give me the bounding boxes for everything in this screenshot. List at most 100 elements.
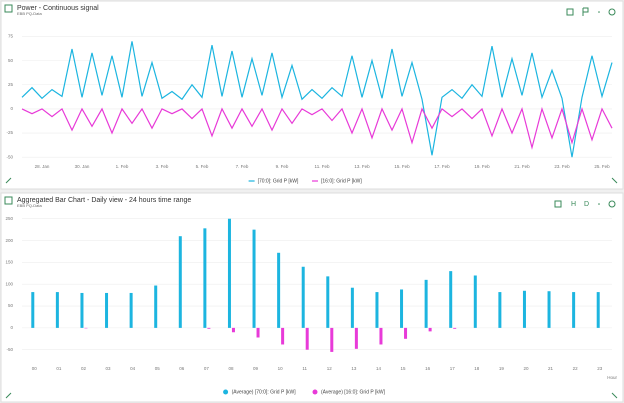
x-tick-label: 11: [302, 366, 307, 371]
x-tick-label: 19: [499, 366, 505, 371]
bar: [354, 327, 358, 349]
bar: [301, 266, 305, 328]
y-tick-label: -25: [6, 130, 13, 135]
bar: [305, 327, 309, 350]
bar: [400, 289, 404, 328]
day-button[interactable]: D: [584, 201, 589, 208]
bar: [498, 292, 502, 328]
bar: [428, 327, 432, 332]
x-tick-label: 21: [548, 366, 554, 371]
x-tick-label: 09: [253, 366, 259, 371]
x-tick-label: 13: [351, 366, 357, 371]
x-tick-label: 28. Jan: [35, 164, 50, 169]
hour-button[interactable]: H: [571, 201, 576, 208]
panel-title: Power - Continuous signal: [17, 5, 99, 12]
x-tick-label: 17: [450, 366, 456, 371]
x-tick-label: 12: [327, 366, 333, 371]
bar: [449, 271, 453, 328]
y-tick-label: 0: [10, 325, 13, 330]
x-tick-label: 02: [81, 366, 87, 371]
bar: [154, 285, 158, 328]
bar: [277, 252, 281, 328]
y-tick-label: 50: [8, 58, 14, 63]
bar: [424, 279, 428, 328]
y-tick-label: 75: [8, 34, 14, 39]
bar: [330, 327, 334, 352]
x-tick-label: 13. Feb: [354, 164, 370, 169]
x-tick-label: 25. Feb: [594, 164, 610, 169]
bar: [203, 228, 207, 328]
x-tick-label: 03: [106, 366, 112, 371]
bar: [252, 229, 256, 328]
y-tick-label: -50: [6, 154, 13, 159]
x-tick-label: 06: [179, 366, 185, 371]
x-tick-label: 21. Feb: [514, 164, 530, 169]
x-tick-label: 7. Feb: [236, 164, 249, 169]
download-button[interactable]: [566, 8, 574, 16]
x-axis-label: Hour: [607, 375, 617, 380]
x-tick-label: 23. Feb: [554, 164, 570, 169]
bar: [55, 292, 59, 328]
panel-icon: [4, 196, 13, 205]
x-tick-label: 22: [573, 366, 579, 371]
legend-swatch: [223, 389, 229, 395]
legend-label: (Average) [16:0]: Grid P [kW]: [321, 389, 386, 395]
line-series: [21, 41, 613, 158]
bar: [281, 327, 285, 345]
bar: [326, 276, 330, 328]
x-tick-label: 9. Feb: [276, 164, 289, 169]
bar: [379, 327, 383, 345]
x-tick-label: 04: [130, 366, 136, 371]
bar: [207, 327, 211, 329]
bar: [105, 292, 109, 328]
settings-button[interactable]: [608, 8, 616, 16]
bar: [31, 292, 35, 328]
panel-title: Aggregated Bar Chart - Daily view - 24 h…: [17, 197, 191, 204]
download-button[interactable]: [554, 200, 562, 208]
y-tick-label: 200: [5, 238, 13, 243]
bar: [404, 327, 408, 339]
bar: [547, 291, 551, 328]
x-tick-label: 08: [228, 366, 234, 371]
x-tick-label: 16: [425, 366, 431, 371]
y-tick-label: 100: [5, 281, 13, 286]
panel-subtitle: EBB PQ-Data: [17, 203, 42, 208]
legend-swatch: [312, 389, 318, 395]
x-tick-label: 07: [204, 366, 210, 371]
x-tick-label: 10: [278, 366, 284, 371]
bar: [596, 292, 600, 328]
x-tick-label: 23: [597, 366, 603, 371]
y-tick-label: 50: [8, 303, 14, 308]
bar: [522, 290, 526, 328]
bar: [453, 327, 457, 329]
bar: [350, 287, 354, 328]
menu-button[interactable]: [598, 203, 600, 205]
panel: [0, 192, 624, 403]
x-tick-label: 14: [376, 366, 382, 371]
bar: [572, 292, 576, 328]
panel-icon: [4, 4, 13, 13]
legend-label: [70:0]: Grid P [kW]: [258, 178, 299, 184]
legend-label: (Average) [70:0]: Grid P [kW]: [232, 389, 297, 395]
bar: [178, 236, 182, 328]
x-tick-label: 00: [32, 366, 38, 371]
x-tick-label: 1. Feb: [116, 164, 129, 169]
bar: [256, 327, 260, 338]
menu-button[interactable]: [598, 11, 600, 13]
bar: [231, 327, 235, 333]
panel: [0, 0, 624, 190]
resize-handles[interactable]: [5, 177, 618, 399]
x-tick-label: 19. Feb: [474, 164, 490, 169]
settings-button[interactable]: [608, 200, 616, 208]
x-tick-label: 11. Feb: [315, 164, 330, 169]
x-tick-label: 15: [401, 366, 407, 371]
bar: [129, 292, 133, 328]
flag-button[interactable]: [582, 7, 589, 16]
y-tick-label: 150: [5, 260, 13, 265]
legend-label: [16:0]: Grid P [kW]: [321, 178, 362, 184]
x-tick-label: 17. Feb: [434, 164, 450, 169]
x-tick-label: 20: [523, 366, 529, 371]
x-tick-label: 15. Feb: [394, 164, 410, 169]
x-tick-label: 05: [155, 366, 161, 371]
line-series: [21, 106, 613, 150]
